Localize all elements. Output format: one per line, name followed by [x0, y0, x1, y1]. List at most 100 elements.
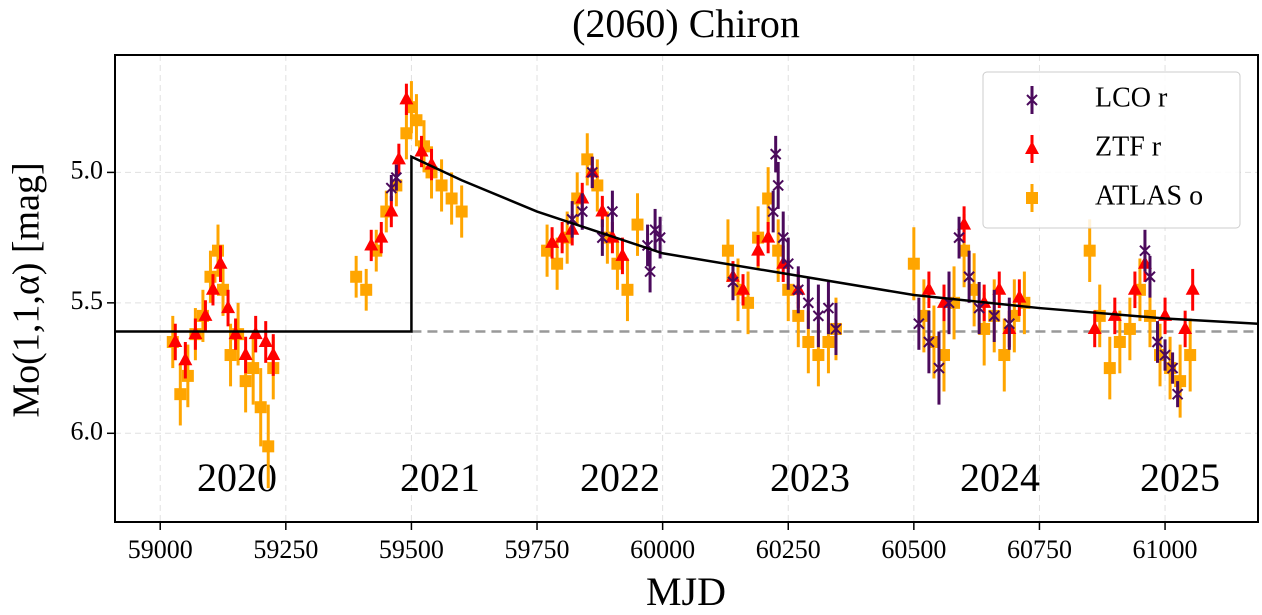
marker: [812, 310, 825, 322]
marker: [958, 244, 971, 257]
x-tick-label: 59000: [128, 535, 193, 564]
model-curve: [115, 154, 1258, 333]
x-tick-label: 59250: [253, 535, 318, 564]
marker: [742, 296, 755, 309]
marker: [545, 234, 560, 248]
marker: [198, 307, 213, 321]
marker: [736, 281, 751, 295]
legend-label: ZTF r: [1095, 131, 1162, 162]
marker: [576, 205, 588, 218]
marker: [761, 229, 776, 243]
marker: [782, 258, 794, 270]
marker: [1127, 281, 1142, 295]
marker: [606, 205, 619, 218]
marker: [654, 231, 666, 244]
marker: [992, 281, 1007, 295]
marker: [802, 297, 815, 309]
x-tick-label: 60250: [756, 535, 821, 564]
marker: [595, 203, 610, 217]
marker: [399, 91, 414, 105]
marker: [777, 231, 789, 244]
marker: [1143, 309, 1156, 322]
marker: [178, 352, 193, 366]
marker: [1178, 320, 1193, 334]
x-tick-label: 60500: [881, 535, 946, 564]
marker: [917, 309, 930, 322]
marker: [1151, 336, 1164, 348]
marker: [998, 349, 1011, 362]
marker: [262, 440, 275, 453]
marker: [621, 283, 634, 296]
marker: [615, 247, 630, 261]
marker: [1083, 244, 1096, 257]
marker: [1025, 141, 1039, 154]
marker: [266, 347, 281, 361]
marker: [1003, 318, 1016, 330]
marker: [769, 148, 782, 160]
marker: [410, 114, 423, 127]
x-tick-label: 59500: [379, 535, 444, 564]
marker: [649, 224, 661, 236]
marker: [1159, 349, 1171, 361]
x-axis-label: MJD: [646, 569, 726, 614]
marker: [721, 244, 734, 257]
marker: [1087, 320, 1102, 334]
marker: [1026, 94, 1038, 106]
plot-frame: [114, 54, 1259, 523]
marker: [933, 362, 945, 374]
marker: [1184, 349, 1197, 362]
marker: [1103, 362, 1116, 375]
marker: [751, 242, 766, 256]
marker: [385, 182, 398, 194]
marker: [204, 270, 217, 283]
year-label: 2021: [400, 455, 480, 500]
marker: [907, 257, 920, 270]
marker: [258, 333, 273, 347]
marker: [978, 322, 991, 335]
marker: [937, 349, 950, 362]
year-label: 2022: [580, 455, 660, 500]
marker: [913, 318, 925, 330]
marker: [581, 153, 594, 166]
marker: [254, 401, 267, 414]
marker: [390, 171, 403, 184]
marker: [211, 244, 224, 257]
marker: [968, 283, 981, 296]
marker: [239, 375, 252, 388]
marker: [455, 205, 468, 218]
legend-label: LCO r: [1095, 82, 1168, 113]
x-tick-label: 60750: [1007, 535, 1072, 564]
marker: [822, 335, 835, 348]
marker: [812, 349, 825, 362]
marker: [213, 255, 228, 269]
marker: [1123, 322, 1136, 335]
marker: [1008, 309, 1021, 322]
marker: [374, 229, 389, 243]
marker: [957, 216, 972, 230]
marker: [1139, 244, 1151, 257]
marker: [988, 310, 1000, 322]
marker: [364, 237, 379, 251]
marker: [1144, 271, 1156, 283]
x-tick-label: 60000: [630, 535, 695, 564]
marker: [174, 388, 187, 401]
marker: [424, 156, 439, 170]
marker: [360, 283, 373, 296]
marker: [1174, 375, 1187, 388]
marker: [631, 218, 644, 231]
y-tick-label: 5.0: [71, 155, 104, 184]
marker: [953, 231, 965, 244]
marker: [644, 265, 656, 278]
marker: [445, 192, 458, 205]
marker: [414, 143, 429, 157]
marker: [247, 362, 260, 375]
legend-box: [982, 71, 1241, 229]
y-tick-label: 5.5: [71, 286, 104, 315]
marker: [923, 336, 935, 348]
marker: [792, 284, 804, 296]
marker: [772, 179, 784, 192]
marker: [238, 347, 253, 361]
marker: [727, 276, 739, 288]
marker: [1171, 388, 1184, 400]
marker: [384, 203, 399, 217]
